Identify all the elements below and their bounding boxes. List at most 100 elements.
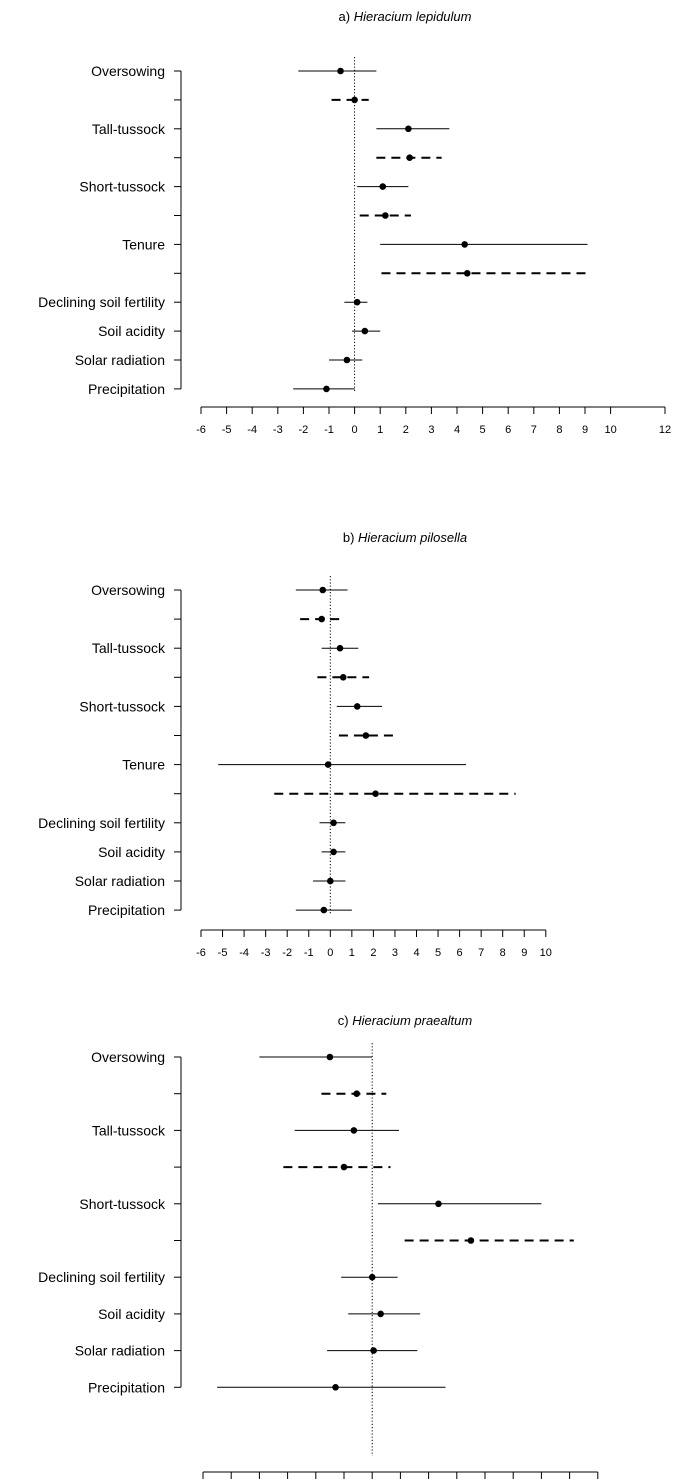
panel-a-estimate-point: [379, 183, 387, 190]
panel-b-estimate-point: [362, 732, 370, 739]
panel-c-estimate-point: [353, 1090, 360, 1097]
panel-a-estimate-point: [463, 270, 471, 277]
panel-c-estimate-point: [350, 1127, 358, 1134]
panel-b-estimate-point: [330, 819, 337, 827]
panel-a-row-label: Oversowing: [91, 63, 165, 79]
panel-b-estimate-point: [319, 586, 327, 594]
panel-a-marks: Oversowing Tall-tussock Short-tussock Tenur…: [38, 57, 671, 436]
panel-b-marks: Oversowing Tall-tussock Short-tussock Tenur…: [38, 576, 552, 959]
panel-b-estimate-point: [353, 703, 361, 710]
panel-a-row-label: Short-tussock: [79, 179, 166, 195]
panel-b-row-label: Declining soil fertility: [38, 815, 165, 831]
panel-b-x-tick-label: 8: [500, 947, 506, 959]
panel-c-row-label: Soil acidity: [98, 1306, 165, 1322]
panel-a-x-tick-label: 5: [480, 424, 486, 436]
panel-b-row-label: Tenure: [122, 757, 165, 773]
panel-a-estimate-point: [405, 125, 412, 133]
panel-b-x-tick-label: 6: [457, 947, 463, 959]
panel-a-x-tick-label: -3: [273, 424, 283, 436]
panel-a-x-tick-label: -6: [196, 424, 206, 436]
panel-c-marks: Oversowing Tall-tussock Short-tussock Decli…: [38, 1043, 599, 1479]
panel-a-row-label: Tenure: [122, 236, 165, 252]
panel-b-estimate-point: [372, 790, 379, 797]
panel-a-x-tick-label: -1: [324, 424, 334, 436]
panel-a-title-prefix: a): [339, 9, 351, 24]
panel-a-row-label: Tall-tussock: [92, 121, 166, 137]
panel-b-estimate-point: [324, 761, 332, 768]
panel-b-x-tick-label: -5: [218, 947, 228, 959]
panel-c-row-label: Short-tussock: [79, 1196, 166, 1212]
panel-a-x-tick-label: 6: [505, 424, 511, 436]
panel-c-title-prefix: c): [338, 1013, 349, 1028]
panel-b-row-label: Oversowing: [91, 582, 165, 598]
panel-a-estimate-point: [343, 356, 351, 364]
panel-b-x-tick-label: -3: [261, 947, 271, 959]
panel-a-x-tick-label: -4: [247, 424, 257, 436]
panel-a-x-tick-label: -5: [222, 424, 232, 436]
panel-c-estimate-point: [370, 1347, 377, 1354]
panel-c-estimate-point: [377, 1310, 384, 1318]
panel-b-estimate-point: [318, 615, 325, 623]
panel-a-estimate-point: [361, 327, 369, 335]
panel-a-row-label: Precipitation: [88, 381, 165, 397]
panel-c-row-label: Oversowing: [91, 1049, 165, 1065]
panel-b-x-tick-label: -4: [239, 947, 249, 959]
panel-b-row-label: Tall-tussock: [92, 640, 166, 656]
panel-a-x-tick-label: 1: [377, 424, 383, 436]
panel-a-x-tick-label: 2: [403, 424, 409, 436]
panel-c-estimate-point: [368, 1273, 376, 1281]
panel-c-estimate-point: [467, 1237, 475, 1244]
panel-b-x-tick-label: 0: [327, 947, 333, 959]
panel-b-x-tick-label: 7: [478, 947, 484, 959]
panel-b-row-label: Soil acidity: [98, 844, 165, 860]
panel-a: a) Hieracium lepidulum Oversowing Tall-tu…: [38, 9, 671, 436]
panel-a-x-tick-label: 4: [454, 424, 460, 436]
panel-b-row-label: Short-tussock: [79, 698, 166, 714]
panel-b: b) Hieracium pilosella Oversowing Tall-tu…: [38, 530, 552, 959]
panel-c-row-label: Tall-tussock: [92, 1122, 166, 1138]
panel-c-title: c) Hieracium praealtum: [338, 1013, 473, 1028]
panel-a-estimate-point: [382, 212, 389, 219]
panel-a-title-species: Hieracium lepidulum: [354, 9, 472, 24]
panel-a-estimate-point: [461, 241, 468, 248]
panel-a-x-tick-label: 7: [531, 424, 537, 436]
panel-b-x-tick-label: 10: [540, 947, 552, 959]
panel-a-x-tick-label: 12: [659, 424, 671, 436]
panel-b-x-tick-label: -6: [196, 947, 206, 959]
panel-a-x-tick-label: 10: [604, 424, 616, 436]
panel-a-estimate-point: [351, 96, 358, 104]
panel-a-estimate-point: [323, 385, 330, 393]
panel-c-estimate-point: [326, 1053, 334, 1061]
panel-b-x-tick-label: 9: [521, 947, 527, 959]
panel-a-x-tick-label: 9: [582, 424, 588, 436]
panel-b-x-tick-label: -1: [304, 947, 314, 959]
panel-c-estimate-point: [435, 1200, 442, 1208]
panel-a-x-tick-label: 8: [556, 424, 562, 436]
panel-a-estimate-point: [406, 154, 413, 161]
panel-b-estimate-point: [336, 644, 344, 652]
panel-c-estimate-point: [340, 1163, 348, 1171]
panel-a-row-label: Declining soil fertility: [38, 294, 165, 310]
panel-c-row-label: Declining soil fertility: [38, 1269, 165, 1285]
panel-b-title-prefix: b): [343, 530, 355, 545]
panel-b-title: b) Hieracium pilosella: [343, 530, 467, 545]
panel-b-title-species: Hieracium pilosella: [358, 530, 467, 545]
panel-b-estimate-point: [330, 848, 337, 856]
panel-b-estimate-point: [320, 906, 328, 914]
panel-b-x-tick-label: 5: [435, 947, 441, 959]
panel-c-title-species: Hieracium praealtum: [352, 1013, 472, 1028]
panel-a-x-tick-label: 0: [352, 424, 358, 436]
panel-c-row-label: Solar radiation: [75, 1343, 165, 1359]
panel-a-row-label: Solar radiation: [75, 352, 165, 368]
panel-b-x-tick-label: 2: [370, 947, 376, 959]
panel-c-row-label: Precipitation: [88, 1379, 165, 1395]
panel-c: c) Hieracium praealtum Oversowing Tall-tu…: [38, 1013, 599, 1479]
panel-b-x-tick-label: 3: [392, 947, 398, 959]
panel-b-x-tick-label: 4: [413, 947, 419, 959]
panel-a-x-tick-label: 3: [428, 424, 434, 436]
panel-c-estimate-point: [332, 1384, 339, 1391]
panel-a-title: a) Hieracium lepidulum: [339, 9, 472, 24]
panel-a-estimate-point: [353, 298, 361, 306]
panel-b-x-tick-label: 1: [349, 947, 355, 959]
